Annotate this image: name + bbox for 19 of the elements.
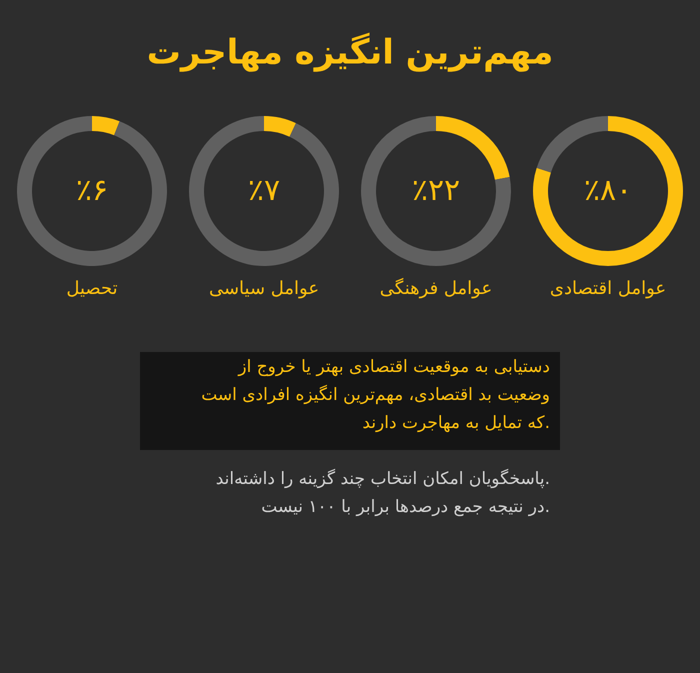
text: دستیابی به موقعیت اقتصادی بهتر یا خروج از وضعیت بد اقتصادی، مهم‌ترین انگیزه افرادی است که تمایل به مهاجرت دارند. <box>201 357 550 433</box>
text: عوامل سیاسی <box>208 278 320 299</box>
donut-slice <box>264 116 296 137</box>
donut-slice <box>189 116 339 266</box>
text: مهم‌ترین انگیزه مهاجرت <box>146 32 554 72</box>
donut-slice <box>533 116 683 266</box>
donut-slice <box>92 116 120 136</box>
text: تحصیل <box>66 278 118 299</box>
text: عوامل فرهنگی <box>380 277 492 299</box>
data-label: ٪۲۲ <box>412 173 460 208</box>
donut-slice <box>17 116 167 266</box>
data-label: ٪۸۰ <box>584 173 632 208</box>
data-label: ٪۶ <box>76 173 108 208</box>
text: عوامل اقتصادی <box>550 278 666 299</box>
donut-slice <box>536 116 608 172</box>
donut-slice <box>436 116 510 180</box>
data-label: ٪۷ <box>248 173 280 208</box>
donut-slice <box>361 116 511 266</box>
text: پاسخگویان امکان انتخاب چند گزینه را داشته‌اند. در نتیجه جمع درصدها برابر با ۱۰۰ نیست. <box>216 468 550 517</box>
